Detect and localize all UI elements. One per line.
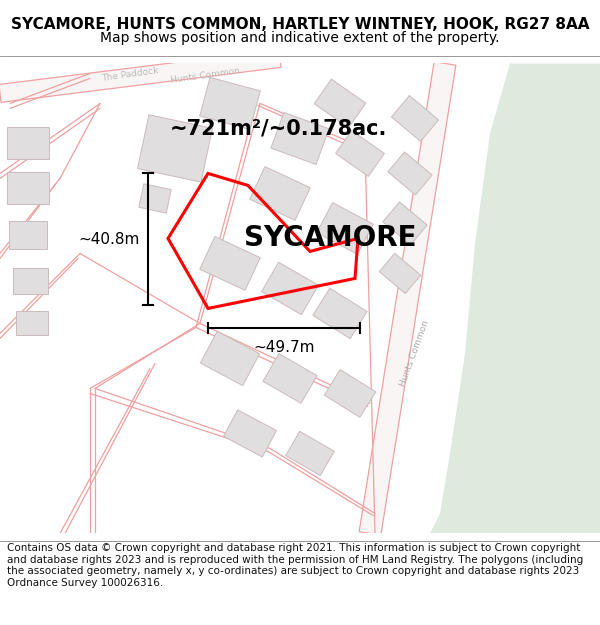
Polygon shape bbox=[139, 184, 171, 213]
Polygon shape bbox=[271, 112, 329, 164]
Text: ~40.8m: ~40.8m bbox=[79, 232, 140, 247]
Polygon shape bbox=[317, 202, 373, 254]
Polygon shape bbox=[7, 173, 49, 204]
Polygon shape bbox=[200, 78, 260, 129]
Polygon shape bbox=[262, 262, 319, 314]
Polygon shape bbox=[324, 369, 376, 418]
Polygon shape bbox=[0, 49, 281, 102]
Polygon shape bbox=[388, 152, 432, 195]
Text: The Paddock: The Paddock bbox=[101, 66, 159, 83]
Polygon shape bbox=[16, 311, 48, 336]
Text: SYCAMORE, HUNTS COMMON, HARTLEY WINTNEY, HOOK, RG27 8AA: SYCAMORE, HUNTS COMMON, HARTLEY WINTNEY,… bbox=[11, 17, 589, 32]
Polygon shape bbox=[313, 288, 367, 339]
Polygon shape bbox=[224, 410, 277, 457]
Polygon shape bbox=[200, 236, 260, 291]
Text: Hunts Common: Hunts Common bbox=[170, 66, 240, 85]
Text: ~49.7m: ~49.7m bbox=[253, 341, 315, 356]
Text: Map shows position and indicative extent of the property.: Map shows position and indicative extent… bbox=[100, 31, 500, 45]
Polygon shape bbox=[391, 96, 439, 141]
Text: SYCAMORE: SYCAMORE bbox=[244, 224, 416, 253]
Polygon shape bbox=[263, 354, 317, 403]
Polygon shape bbox=[137, 115, 212, 182]
Polygon shape bbox=[9, 221, 47, 249]
Polygon shape bbox=[335, 131, 385, 176]
Polygon shape bbox=[383, 202, 427, 245]
Polygon shape bbox=[7, 127, 49, 159]
Text: Contains OS data © Crown copyright and database right 2021. This information is : Contains OS data © Crown copyright and d… bbox=[7, 543, 583, 588]
Text: Hunts Common: Hunts Common bbox=[399, 319, 431, 388]
Polygon shape bbox=[379, 253, 421, 294]
Text: ~721m²/~0.178ac.: ~721m²/~0.178ac. bbox=[170, 119, 388, 138]
Polygon shape bbox=[250, 166, 310, 221]
Polygon shape bbox=[314, 79, 366, 128]
Polygon shape bbox=[430, 63, 600, 533]
Polygon shape bbox=[13, 269, 47, 294]
Polygon shape bbox=[200, 331, 260, 386]
Polygon shape bbox=[359, 62, 456, 535]
Polygon shape bbox=[286, 431, 334, 476]
